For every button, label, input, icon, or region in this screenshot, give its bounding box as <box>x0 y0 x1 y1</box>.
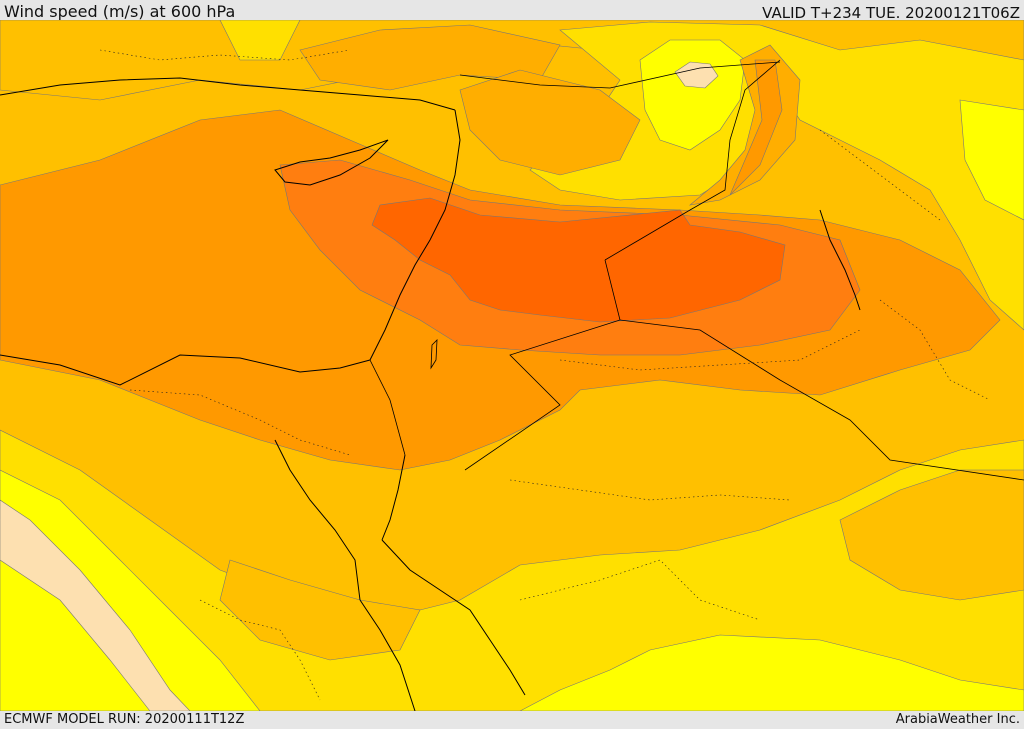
southwest-yellow-band <box>0 469 261 711</box>
east-amber-patch <box>839 469 1024 601</box>
south-yellow-patch <box>519 634 1024 711</box>
southwest-pale-streak <box>0 499 191 711</box>
jordan-iraq-border <box>464 259 621 471</box>
egypt-israel-border <box>369 359 406 456</box>
egypt-north-coast <box>0 354 371 386</box>
persian-gulf-coast <box>819 209 861 311</box>
province-boundary <box>199 599 321 701</box>
levant-coast <box>369 109 461 361</box>
turkey-south-coast <box>0 77 456 111</box>
turkey-syria-border <box>459 61 781 89</box>
northeast-pale-core <box>674 61 719 89</box>
province-boundary <box>129 389 351 456</box>
sinai-gulf-coast <box>274 439 361 601</box>
cyprus-outline <box>274 139 389 186</box>
arabia-red-sea-coast <box>381 539 526 696</box>
jet-dark-stream <box>729 59 783 196</box>
province-boundary <box>879 299 991 401</box>
province-boundary <box>519 559 761 621</box>
aqaba-gulf-coast <box>381 454 406 541</box>
iraq-amber-corridor <box>459 69 641 176</box>
northeast-yellow-core <box>639 39 746 151</box>
iraq-saudi-border <box>619 319 1024 481</box>
red-sea-coast <box>359 599 416 711</box>
footer-bar <box>0 711 1024 729</box>
east-yellow-patch <box>959 99 1024 221</box>
red-orange-maximum <box>371 197 786 323</box>
west-amber-patch <box>219 559 421 661</box>
dead-sea <box>430 338 438 370</box>
wind-speed-map[interactable] <box>0 20 1024 711</box>
title-bar <box>0 0 1024 20</box>
model-run-label: ECMWF MODEL RUN: 20200111T12Z <box>4 712 245 727</box>
credit-label: ArabiaWeather Inc. <box>895 712 1020 727</box>
syria-iraq-border <box>604 59 781 261</box>
province-boundary <box>509 479 791 501</box>
map-title: Wind speed (m/s) at 600 hPa <box>4 2 236 21</box>
province-boundary <box>99 49 351 61</box>
valid-time: VALID T+234 TUE. 20200121T06Z <box>762 4 1020 22</box>
north-gold-patch <box>219 20 301 61</box>
